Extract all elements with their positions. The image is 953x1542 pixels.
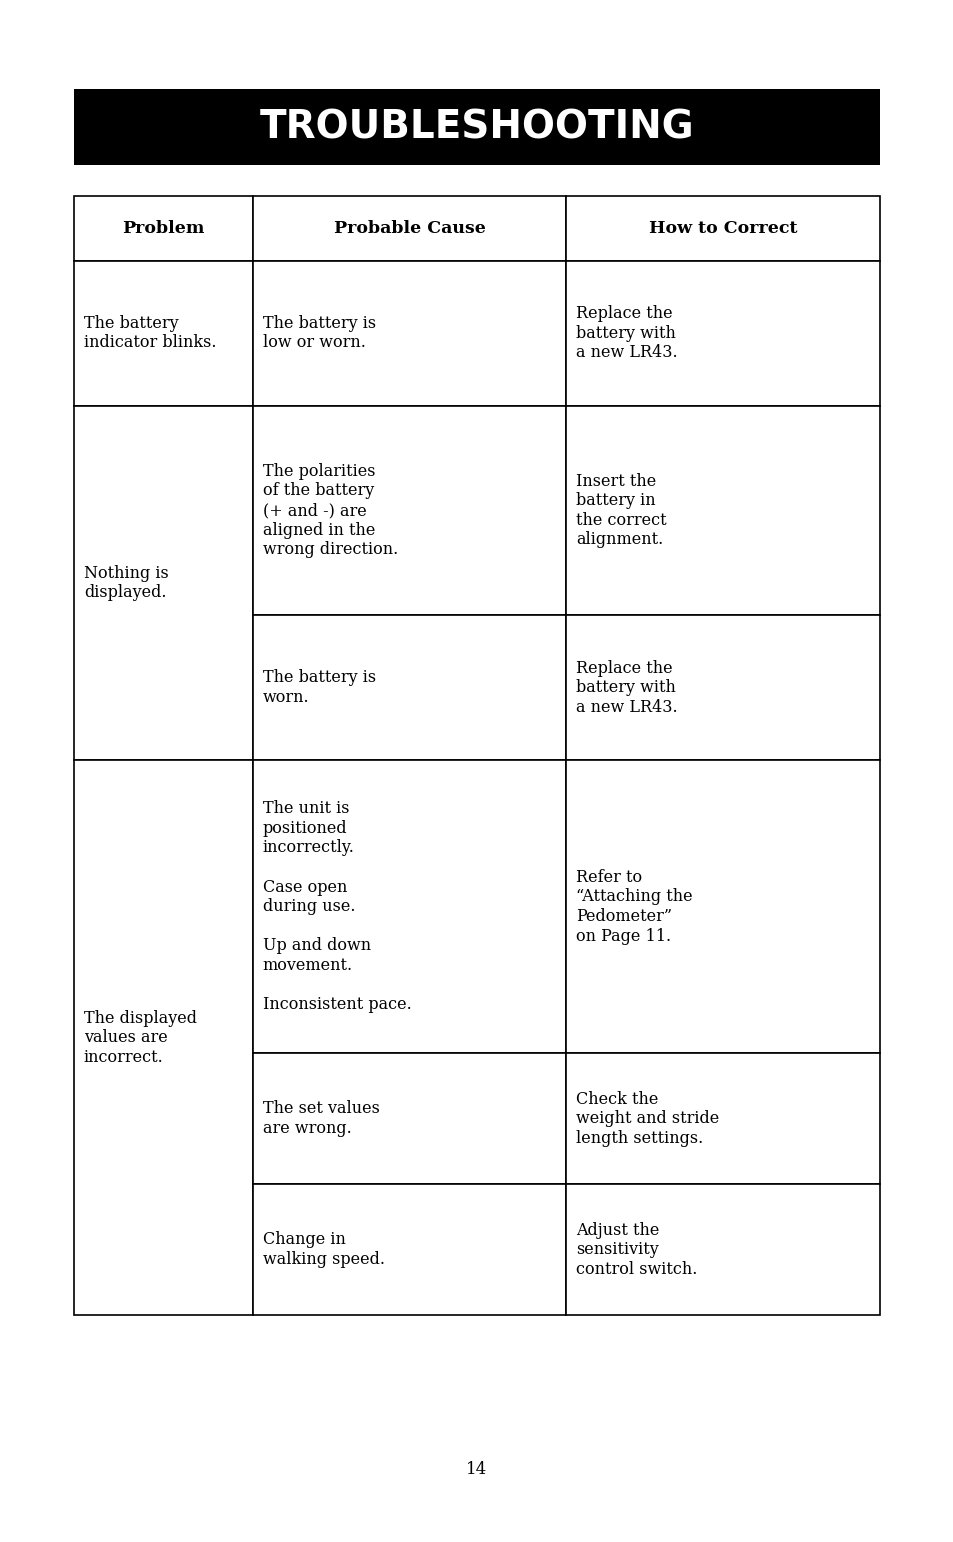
Text: Check the
weight and stride
length settings.: Check the weight and stride length setti… xyxy=(576,1090,719,1147)
Bar xyxy=(566,196,879,261)
Text: Refer to
“Attaching the
Pedometer”
on Page 11.: Refer to “Attaching the Pedometer” on Pa… xyxy=(576,868,692,945)
Bar xyxy=(74,406,253,760)
Bar xyxy=(253,1184,566,1315)
Text: How to Correct: How to Correct xyxy=(648,219,797,237)
Bar xyxy=(566,760,879,1053)
Bar xyxy=(566,615,879,760)
Text: The displayed
values are
incorrect.: The displayed values are incorrect. xyxy=(84,1010,196,1066)
Text: The unit is
positioned
incorrectly.

Case open
during use.

Up and down
movement: The unit is positioned incorrectly. Case… xyxy=(262,800,411,1013)
Text: Adjust the
sensitivity
control switch.: Adjust the sensitivity control switch. xyxy=(576,1221,697,1278)
Text: Replace the
battery with
a new LR43.: Replace the battery with a new LR43. xyxy=(576,660,677,715)
Bar xyxy=(566,1053,879,1184)
Bar xyxy=(74,89,879,165)
Text: Insert the
battery in
the correct
alignment.: Insert the battery in the correct alignm… xyxy=(576,472,666,549)
Bar xyxy=(253,261,566,406)
Bar xyxy=(566,1184,879,1315)
Text: Replace the
battery with
a new LR43.: Replace the battery with a new LR43. xyxy=(576,305,677,361)
Bar xyxy=(253,406,566,615)
Bar xyxy=(253,1053,566,1184)
Text: TROUBLESHOOTING: TROUBLESHOOTING xyxy=(259,108,694,146)
Text: Nothing is
displayed.: Nothing is displayed. xyxy=(84,564,169,601)
Text: Probable Cause: Probable Cause xyxy=(334,219,485,237)
Bar xyxy=(253,760,566,1053)
Text: Change in
walking speed.: Change in walking speed. xyxy=(262,1232,384,1268)
Bar xyxy=(74,261,253,406)
Text: The battery
indicator blinks.: The battery indicator blinks. xyxy=(84,315,216,352)
Text: The battery is
worn.: The battery is worn. xyxy=(262,669,375,706)
Bar xyxy=(566,261,879,406)
Bar xyxy=(253,615,566,760)
Text: 14: 14 xyxy=(466,1460,487,1479)
Bar xyxy=(566,406,879,615)
Text: The polarities
of the battery
(+ and -) are
aligned in the
wrong direction.: The polarities of the battery (+ and -) … xyxy=(262,463,397,558)
Text: The battery is
low or worn.: The battery is low or worn. xyxy=(262,315,375,352)
Bar xyxy=(74,196,253,261)
Bar xyxy=(253,196,566,261)
Text: Problem: Problem xyxy=(123,219,205,237)
Bar xyxy=(74,760,253,1315)
Text: The set values
are wrong.: The set values are wrong. xyxy=(262,1101,379,1136)
